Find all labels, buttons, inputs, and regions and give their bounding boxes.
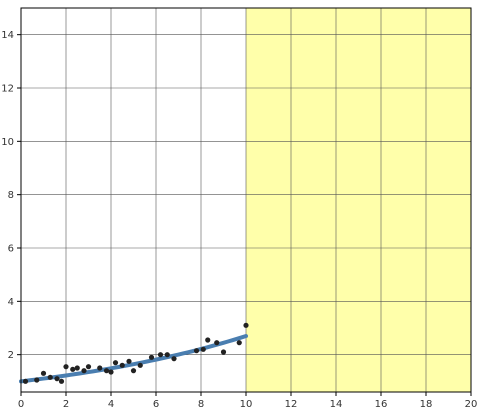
x-tick-label: 0 (18, 399, 24, 410)
data-point (243, 322, 249, 328)
data-point (148, 354, 155, 360)
data-point (74, 365, 80, 371)
x-tick-label: 4 (108, 399, 114, 410)
data-points-layer (22, 322, 249, 384)
y-tick-label: 8 (8, 190, 14, 201)
y-tick-label: 2 (8, 350, 14, 361)
x-tick-label: 10 (240, 399, 253, 410)
data-point (164, 352, 170, 358)
data-point (193, 348, 200, 354)
data-point (112, 360, 119, 366)
data-point (157, 352, 164, 358)
x-tick-label: 14 (330, 399, 343, 410)
data-point (85, 364, 92, 370)
x-tick-label: 6 (153, 399, 159, 410)
y-tick-label: 14 (1, 30, 14, 41)
data-point (130, 368, 137, 374)
data-point (34, 377, 40, 383)
data-point (205, 337, 211, 343)
data-point (137, 362, 143, 368)
data-point (70, 366, 76, 372)
x-tick-label: 18 (420, 399, 433, 410)
data-point (200, 346, 206, 352)
data-point (126, 358, 132, 364)
data-point (81, 368, 87, 374)
data-point (119, 362, 125, 368)
data-point (220, 349, 227, 355)
data-point (54, 376, 60, 382)
x-tick-label: 16 (375, 399, 388, 410)
fit-curve-layer (19, 334, 248, 384)
data-point (63, 364, 69, 370)
x-tick-label: 8 (198, 399, 204, 410)
data-point (47, 374, 53, 380)
data-point (214, 340, 220, 346)
data-point (40, 370, 47, 376)
data-point (236, 340, 242, 346)
data-point (97, 365, 103, 371)
data-point (171, 356, 177, 362)
data-point (108, 369, 114, 375)
x-tick-label: 12 (285, 399, 298, 410)
x-tick-label: 20 (465, 399, 478, 410)
data-point (58, 378, 65, 384)
data-point (22, 378, 29, 384)
fit-curve-line (19, 334, 248, 384)
y-tick-label: 10 (1, 137, 14, 148)
y-tick-label: 4 (8, 297, 14, 308)
y-axis-ticks: 2 4 6 8 10 12 14 (1, 30, 21, 361)
data-point (103, 368, 110, 374)
x-tick-label: 2 (63, 399, 69, 410)
highlight-region (246, 8, 471, 392)
y-tick-label: 12 (1, 84, 14, 95)
x-axis-ticks: 0 2 4 6 8 10 12 14 16 18 20 (18, 392, 478, 410)
y-tick-label: 6 (8, 244, 14, 255)
horizontal-gridlines (21, 34, 471, 355)
